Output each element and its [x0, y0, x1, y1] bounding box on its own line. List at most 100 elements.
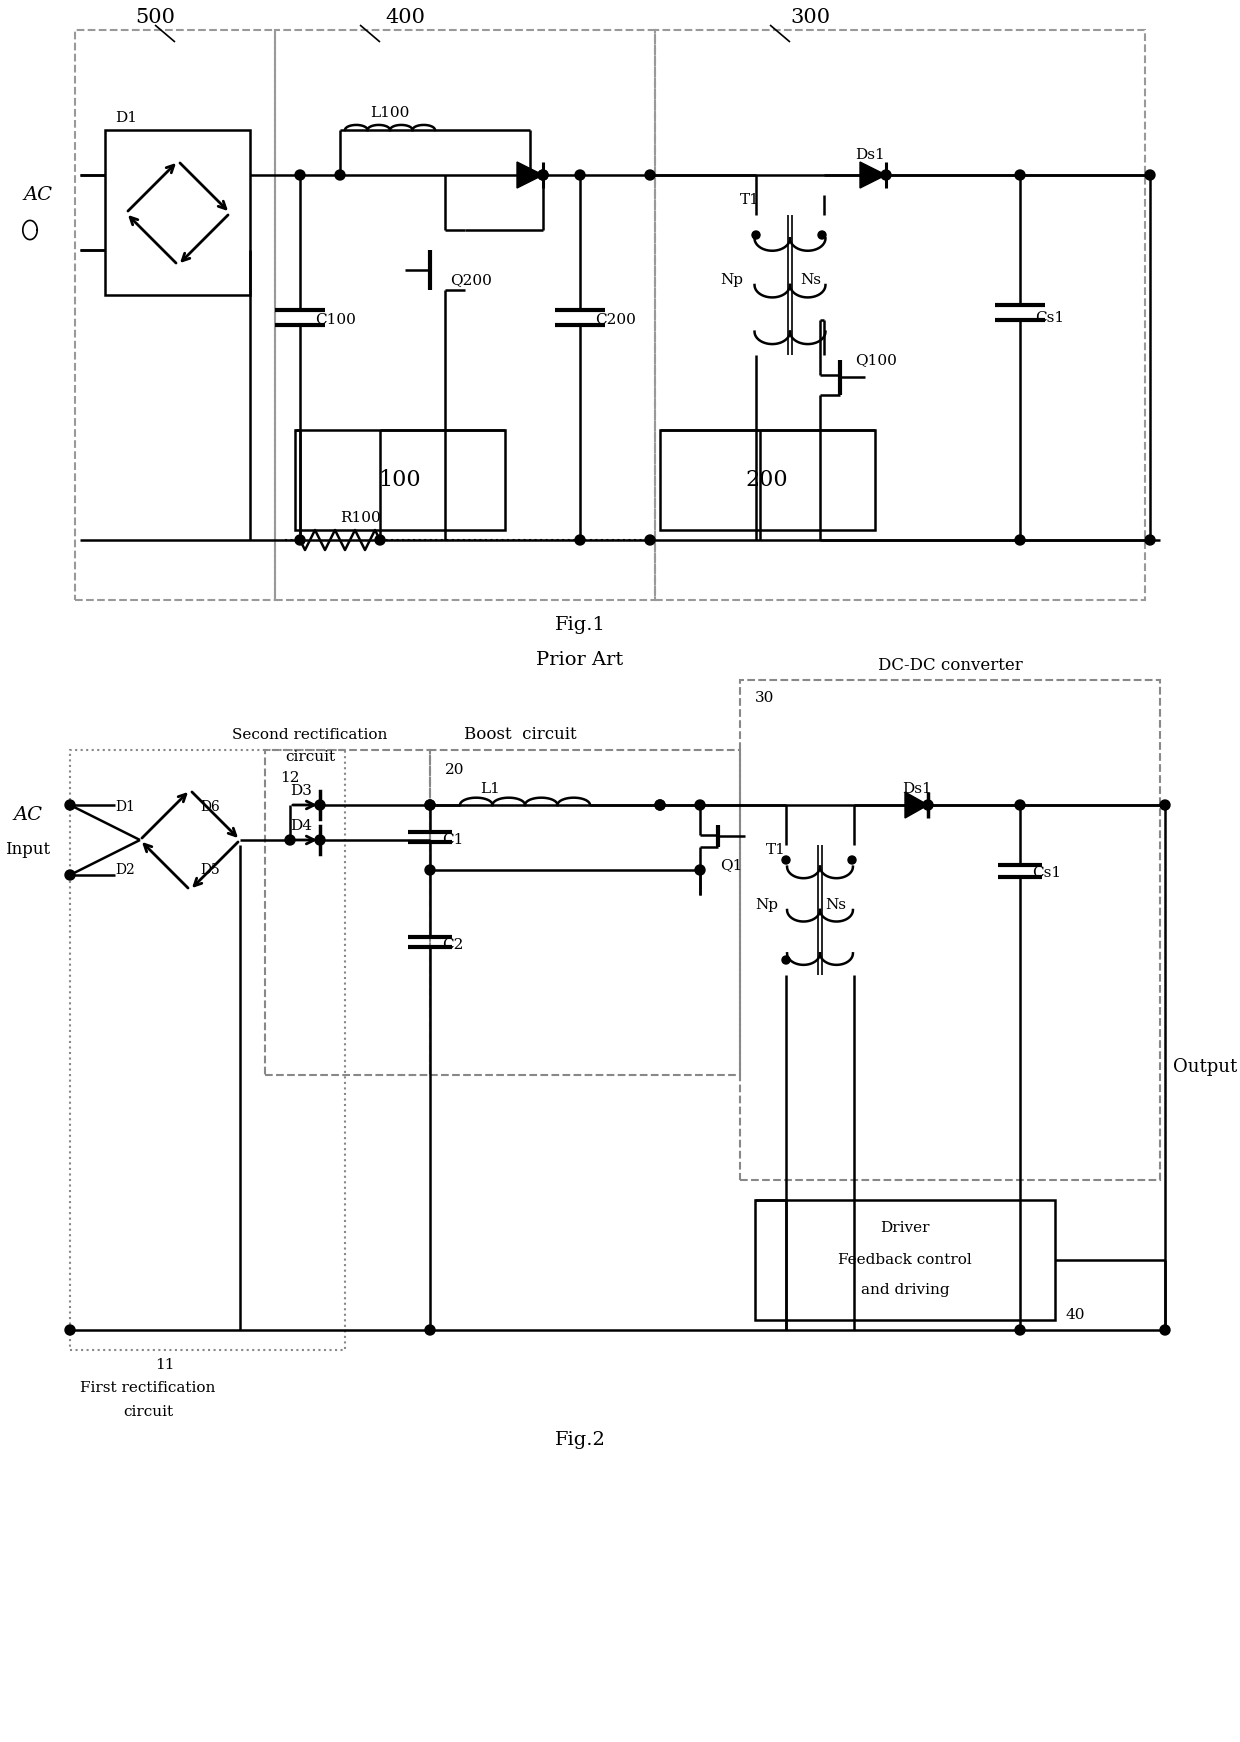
Text: Prior Art: Prior Art	[537, 652, 624, 669]
Circle shape	[782, 855, 790, 864]
Bar	[755, 1200, 1055, 1320]
Bar	[265, 751, 430, 1075]
Text: Np: Np	[755, 897, 777, 913]
Polygon shape	[517, 162, 543, 188]
Text: 300: 300	[790, 9, 830, 28]
Text: AC: AC	[24, 186, 52, 204]
Text: Output: Output	[1173, 1057, 1238, 1077]
Text: C2: C2	[441, 937, 464, 951]
Text: Q100: Q100	[856, 354, 897, 368]
Text: 100: 100	[378, 469, 422, 491]
Circle shape	[655, 800, 665, 810]
Circle shape	[285, 834, 295, 845]
Circle shape	[694, 800, 706, 810]
Text: Fig.1: Fig.1	[554, 617, 605, 634]
Text: Second rectification: Second rectification	[232, 728, 388, 742]
Circle shape	[1159, 1326, 1171, 1334]
Text: AC: AC	[14, 807, 42, 824]
Text: D1: D1	[115, 800, 135, 814]
Text: D1: D1	[115, 111, 136, 125]
Text: circuit: circuit	[123, 1406, 174, 1420]
Circle shape	[64, 800, 74, 810]
Bar	[105, 131, 250, 294]
Circle shape	[1016, 171, 1025, 179]
Circle shape	[645, 535, 655, 545]
Bar	[660, 430, 875, 530]
Circle shape	[374, 535, 384, 545]
Circle shape	[848, 855, 856, 864]
Circle shape	[1016, 535, 1025, 545]
Text: C100: C100	[315, 314, 356, 327]
Text: circuit: circuit	[285, 751, 335, 765]
Bar	[740, 679, 1159, 1179]
Text: DC-DC converter: DC-DC converter	[878, 657, 1022, 674]
Circle shape	[425, 800, 435, 810]
Text: First rectification: First rectification	[81, 1381, 216, 1395]
Text: T1: T1	[740, 193, 760, 207]
Circle shape	[1016, 1326, 1025, 1334]
Text: Np: Np	[720, 273, 743, 287]
Circle shape	[295, 535, 305, 545]
Bar	[275, 30, 655, 599]
Text: C1: C1	[441, 833, 464, 847]
Text: and driving: and driving	[861, 1284, 950, 1298]
Circle shape	[655, 800, 665, 810]
Text: 400: 400	[384, 9, 425, 28]
Text: L100: L100	[370, 106, 409, 120]
Circle shape	[64, 869, 74, 880]
Circle shape	[295, 171, 305, 179]
Circle shape	[538, 171, 548, 179]
Text: Cs1: Cs1	[1032, 866, 1061, 880]
Text: D3: D3	[290, 784, 312, 798]
Text: D2: D2	[115, 862, 135, 876]
Text: Ds1: Ds1	[901, 782, 931, 796]
Circle shape	[425, 866, 435, 874]
Circle shape	[751, 232, 760, 239]
Circle shape	[425, 800, 435, 810]
Bar	[295, 430, 505, 530]
Text: 200: 200	[745, 469, 789, 491]
Polygon shape	[861, 162, 887, 188]
Circle shape	[1145, 171, 1154, 179]
Circle shape	[575, 535, 585, 545]
Text: 30: 30	[755, 692, 774, 706]
Bar	[69, 751, 345, 1350]
Text: D5: D5	[200, 862, 219, 876]
Circle shape	[923, 800, 932, 810]
Circle shape	[782, 956, 790, 963]
Text: 500: 500	[135, 9, 175, 28]
Text: Fig.2: Fig.2	[554, 1430, 605, 1449]
Circle shape	[335, 171, 345, 179]
Circle shape	[64, 1326, 74, 1334]
Text: Input: Input	[5, 841, 51, 859]
Circle shape	[645, 171, 655, 179]
Text: Q1: Q1	[720, 859, 743, 873]
Circle shape	[575, 171, 585, 179]
Text: 12: 12	[280, 772, 300, 786]
Circle shape	[315, 800, 325, 810]
Bar	[74, 30, 275, 599]
Text: T1: T1	[766, 843, 786, 857]
Text: Feedback control: Feedback control	[838, 1252, 972, 1266]
Text: Ds1: Ds1	[856, 148, 885, 162]
Circle shape	[1159, 800, 1171, 810]
Text: D4: D4	[290, 819, 312, 833]
Circle shape	[694, 866, 706, 874]
Text: D6: D6	[200, 800, 219, 814]
Text: 11: 11	[155, 1359, 175, 1373]
Text: Boost  circuit: Boost circuit	[464, 726, 577, 744]
Circle shape	[425, 1326, 435, 1334]
Text: Cs1: Cs1	[1035, 312, 1064, 326]
Circle shape	[880, 171, 892, 179]
Text: L1: L1	[480, 782, 500, 796]
Circle shape	[818, 232, 826, 239]
Bar	[655, 30, 1145, 599]
Text: Ns: Ns	[825, 897, 846, 913]
Polygon shape	[905, 793, 928, 819]
Text: Ns: Ns	[800, 273, 821, 287]
Circle shape	[315, 834, 325, 845]
Circle shape	[538, 171, 548, 179]
Text: Driver: Driver	[880, 1221, 930, 1235]
Circle shape	[1016, 800, 1025, 810]
Bar	[430, 751, 740, 1075]
